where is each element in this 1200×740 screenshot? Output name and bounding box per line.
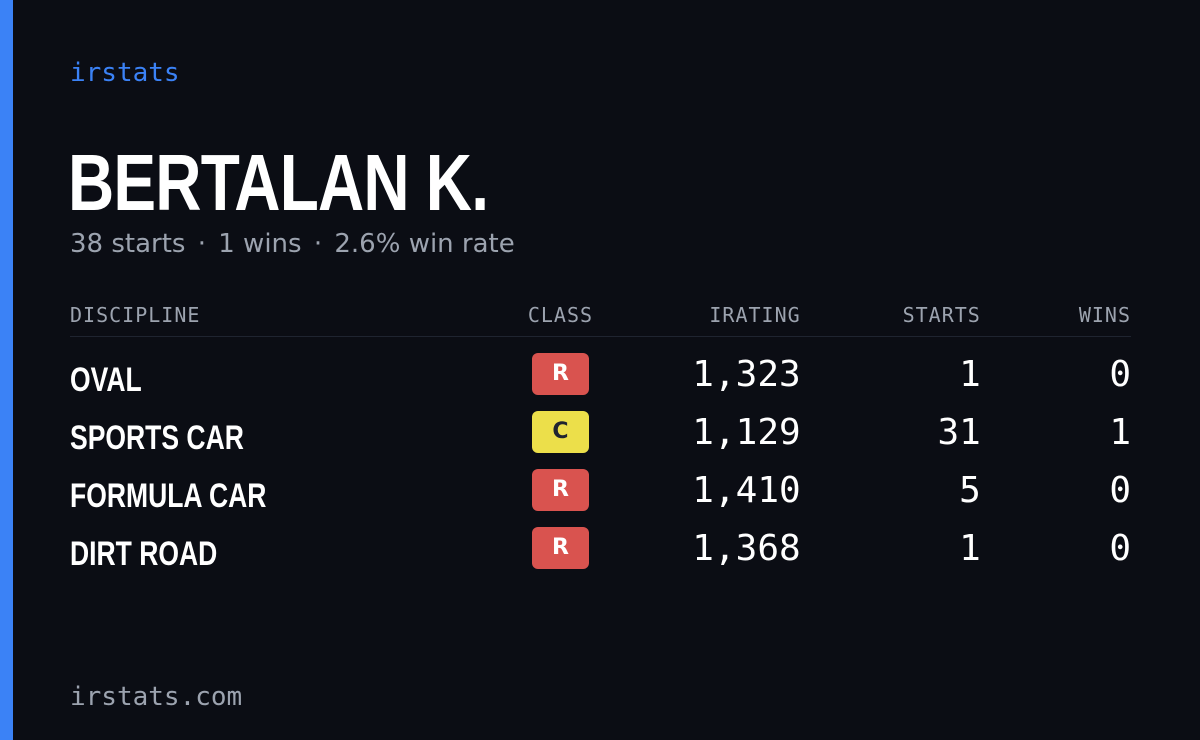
summary-winrate: 2.6% win rate bbox=[334, 229, 515, 259]
irating-value: 1,323 bbox=[692, 353, 801, 395]
summary-separator: · bbox=[197, 229, 206, 259]
table-row: SPORTS CAR C 1,129 31 1 bbox=[70, 403, 1131, 461]
discipline-label: SPORTS CAR bbox=[70, 418, 244, 457]
license-class-badge: R bbox=[531, 469, 589, 511]
accent-bar bbox=[0, 0, 13, 740]
starts-value: 1 bbox=[959, 527, 981, 569]
header-wins: WINS bbox=[980, 294, 1131, 337]
driver-summary: 38 starts · 1 wins · 2.6% win rate bbox=[70, 226, 515, 262]
discipline-label: DIRT ROAD bbox=[70, 534, 218, 573]
starts-value: 31 bbox=[937, 411, 981, 453]
starts-value: 1 bbox=[959, 353, 981, 395]
license-class-badge: R bbox=[531, 527, 589, 569]
footer-domain-link[interactable]: irstats.com bbox=[70, 682, 243, 712]
brand-logo-text[interactable]: irstats bbox=[70, 58, 180, 88]
table-header-row: DISCIPLINE CLASS IRATING STARTS WINS bbox=[70, 294, 1131, 337]
driver-name: BERTALAN K. bbox=[68, 138, 489, 227]
table-row: DIRT ROAD R 1,368 1 0 bbox=[70, 519, 1131, 577]
summary-wins: 1 wins bbox=[218, 229, 302, 259]
header-class: CLASS bbox=[510, 294, 611, 337]
license-class-badge: R bbox=[531, 353, 589, 395]
irating-value: 1,410 bbox=[692, 469, 801, 511]
summary-starts: 38 starts bbox=[70, 229, 186, 259]
irating-value: 1,368 bbox=[692, 527, 801, 569]
table-row: FORMULA CAR R 1,410 5 0 bbox=[70, 461, 1131, 519]
irating-value: 1,129 bbox=[692, 411, 801, 453]
license-class-badge: C bbox=[531, 411, 589, 453]
header-irating: IRATING bbox=[610, 294, 801, 337]
table-row: OVAL R 1,323 1 0 bbox=[70, 337, 1131, 404]
discipline-label: FORMULA CAR bbox=[70, 476, 267, 515]
wins-value: 0 bbox=[1109, 353, 1131, 395]
discipline-label: OVAL bbox=[70, 360, 142, 399]
wins-value: 1 bbox=[1109, 411, 1131, 453]
wins-value: 0 bbox=[1109, 527, 1131, 569]
header-discipline: DISCIPLINE bbox=[70, 294, 511, 337]
discipline-stats-table: DISCIPLINE CLASS IRATING STARTS WINS OVA… bbox=[70, 294, 1131, 577]
summary-separator: · bbox=[313, 229, 323, 259]
header-starts: STARTS bbox=[800, 294, 981, 337]
wins-value: 0 bbox=[1109, 469, 1131, 511]
starts-value: 5 bbox=[959, 469, 981, 511]
